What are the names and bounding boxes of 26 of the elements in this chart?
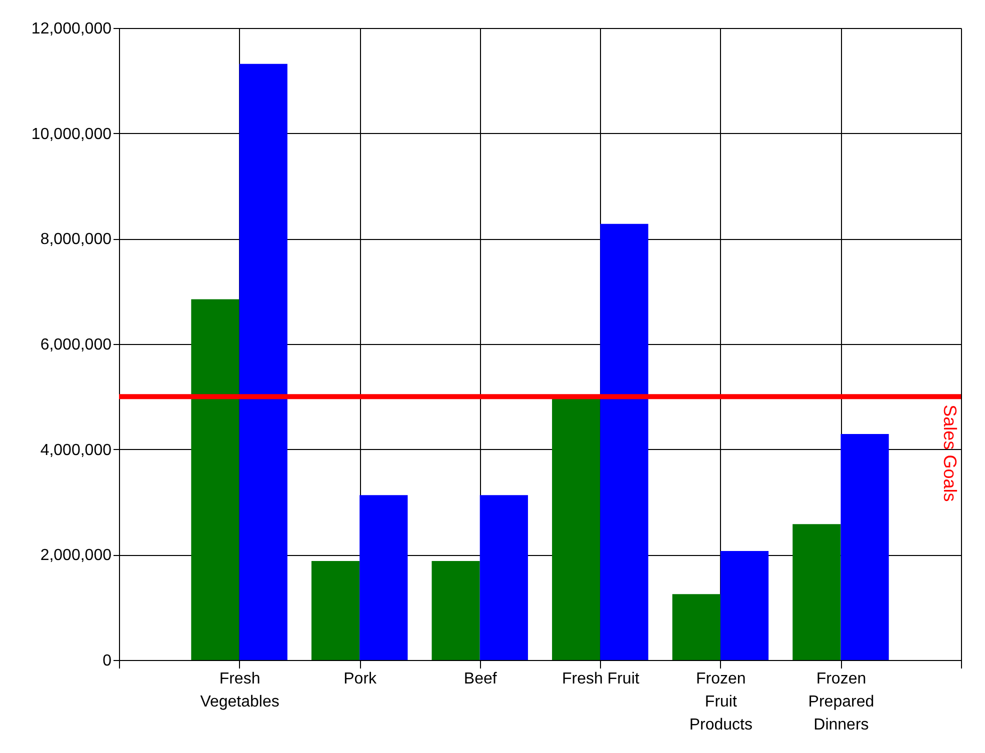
bar — [600, 224, 648, 660]
x-tick-label: Fresh Vegetables — [200, 670, 280, 710]
bar — [480, 495, 528, 660]
y-tick-label: 12,000,000 — [31, 20, 112, 38]
y-tick-label: 4,000,000 — [40, 442, 112, 459]
bar — [672, 594, 720, 660]
y-tick-label: 0 — [102, 652, 112, 670]
y-tick-label: 6,000,000 — [40, 336, 112, 354]
ref-line-label: Sales Goals — [940, 404, 960, 502]
bar — [840, 434, 889, 660]
x-tick-label: Frozen Fruit Products — [689, 670, 752, 734]
bar — [360, 495, 408, 660]
bar — [720, 550, 769, 660]
x-tick-label: Frozen Prepared Dinners — [808, 670, 874, 734]
bar — [792, 524, 841, 660]
x-tick-label: Fresh Fruit — [562, 670, 640, 688]
y-tick-label: 10,000,000 — [31, 126, 112, 143]
bar — [432, 560, 480, 660]
y-tick-label: 8,000,000 — [40, 231, 112, 248]
y-tick-label: 2,000,000 — [40, 547, 112, 564]
bar — [552, 398, 600, 660]
bar — [311, 560, 360, 660]
bar — [191, 299, 240, 660]
x-tick-label: Beef — [464, 670, 498, 688]
bar — [239, 64, 288, 660]
x-tick-label: Pork — [344, 670, 378, 688]
